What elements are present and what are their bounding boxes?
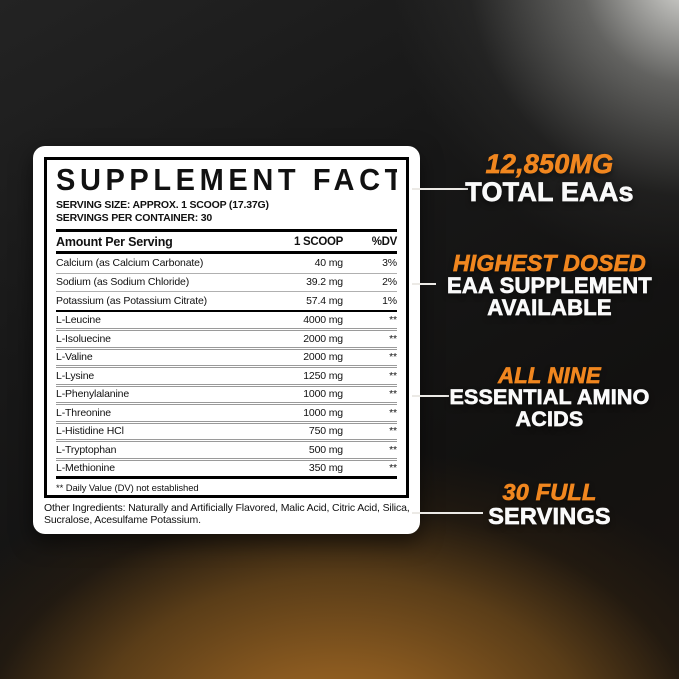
divider-bar (56, 251, 397, 254)
serving-size-text: SERVING SIZE: APPROX. 1 SCOOP (17.37G) (56, 199, 269, 211)
callout-line: EAA SUPPLEMENT (447, 273, 652, 298)
callout-total-eaas: 12,850MG TOTAL EAAs (420, 149, 679, 207)
divider-bar (56, 229, 397, 232)
table-row: L-Tryptophan 500 mg ** (56, 439, 397, 458)
table-row: L-Phenylalanine 1000 mg ** (56, 383, 397, 403)
callout-30-servings: 30 FULL SERVINGS (420, 479, 679, 529)
callout-line: SERVINGS (488, 503, 611, 529)
servings-per-container-text: SERVINGS PER CONTAINER: 30 (56, 211, 213, 224)
table-row: Calcium (as Calcium Carbonate) 40 mg 3% (56, 257, 397, 270)
connector-line-highest-dosed (412, 283, 436, 285)
daily-value-footnote: ** Daily Value (DV) not established (56, 483, 199, 494)
table-row: L-Lysine 1250 mg ** (56, 365, 397, 384)
callout-highlight: ALL NINE (498, 363, 601, 388)
callout-line: ESSENTIAL AMINO (449, 385, 650, 409)
table-row: L-Leucine 4000 mg ** (56, 309, 397, 329)
table-row: L-Valine 2000 mg ** (56, 346, 397, 366)
other-ingredients-text: Other Ingredients: Naturally and Artific… (44, 502, 410, 526)
supplement-facts-label: SUPPLEMENT FACTS SERVING SIZE: APPROX. 1… (33, 146, 420, 534)
table-row: Sodium (as Sodium Chloride) 39.2 mg 2% (56, 272, 397, 292)
connector-line-all-nine (412, 395, 449, 397)
table-row: L-Threonine 1000 mg ** (56, 402, 397, 421)
header-scoop: 1 SCOOP (293, 235, 343, 248)
table-row: Potassium (as Potassium Citrate) 57.4 mg… (56, 291, 397, 310)
divider-bar (56, 476, 397, 479)
table-header-row: Amount Per Serving 1 SCOOP %DV (56, 232, 397, 251)
callout-line: ACIDS (515, 406, 584, 431)
header-amount-per-serving: Amount Per Serving (56, 234, 173, 249)
header-dv: %DV (371, 235, 398, 248)
supplement-facts-panel: SUPPLEMENT FACTS SERVING SIZE: APPROX. 1… (44, 157, 409, 498)
callout-line: AVAILABLE (487, 295, 612, 320)
panel-title: SUPPLEMENT FACTS (56, 165, 397, 198)
table-row: L-Methionine 350 mg ** (56, 457, 397, 477)
connector-line-servings (412, 512, 483, 514)
connector-line-total-eaas (412, 188, 468, 190)
table-row: L-Isoluecine 2000 mg ** (56, 328, 397, 347)
callout-all-nine-eaas: ALL NINE ESSENTIAL AMINO ACIDS (420, 364, 679, 430)
table-row: L-Histidine HCl 750 mg ** (56, 420, 397, 440)
callout-highlight: HIGHEST DOSED (452, 250, 647, 276)
callout-line: TOTAL EAAs (465, 177, 634, 207)
callout-highest-dosed: HIGHEST DOSED EAA SUPPLEMENT AVAILABLE (420, 251, 679, 319)
callout-highlight: 30 FULL (502, 479, 597, 505)
callout-highlight: 12,850MG (485, 149, 614, 179)
